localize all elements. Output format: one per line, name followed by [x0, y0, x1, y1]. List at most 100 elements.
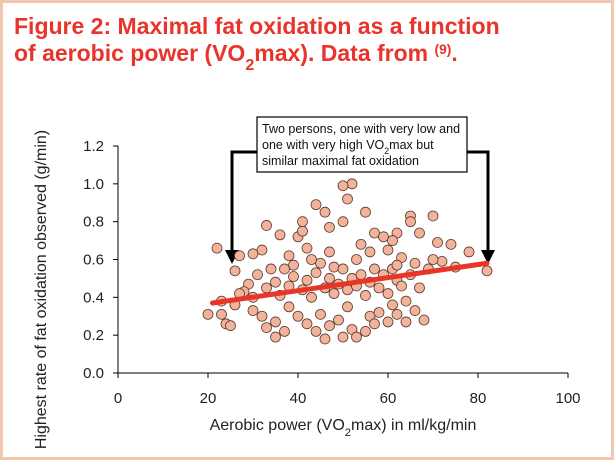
data-point	[288, 271, 299, 282]
text-segment: Two persons, one with very low and	[262, 122, 460, 136]
y-tick-label: 0.0	[83, 365, 104, 382]
data-point	[319, 333, 331, 345]
annotation-text: Two persons, one with very low and	[262, 122, 460, 136]
data-point	[382, 288, 394, 299]
data-point	[283, 301, 295, 313]
data-point	[409, 257, 421, 269]
data-point	[270, 316, 281, 328]
data-point	[229, 265, 241, 277]
data-point	[364, 246, 376, 258]
data-point	[252, 269, 263, 281]
data-point	[301, 274, 313, 286]
data-point	[324, 320, 335, 332]
data-point	[409, 305, 421, 316]
data-point	[360, 290, 371, 301]
y-tick-label: 1.0	[83, 176, 104, 193]
data-point	[234, 250, 245, 262]
data-point	[297, 216, 308, 228]
data-point	[351, 254, 362, 265]
data-point	[315, 257, 326, 269]
data-point	[342, 193, 353, 205]
data-point	[382, 316, 394, 328]
text-segment: of aerobic power (VO	[14, 40, 245, 66]
data-point	[360, 206, 371, 218]
text-segment: max but	[389, 138, 434, 152]
data-point	[319, 206, 331, 218]
data-point	[256, 244, 268, 256]
data-point	[351, 331, 362, 343]
data-point	[301, 242, 313, 254]
chart-title: Figure 2: Maximal fat oxidation as a fun…	[14, 13, 500, 39]
data-point	[391, 308, 403, 320]
data-point	[315, 308, 326, 320]
data-point	[436, 255, 448, 267]
text-segment: max). Data from	[254, 40, 434, 66]
data-point	[337, 263, 349, 275]
y-tick-label: 0.6	[83, 252, 104, 269]
annotation-box	[256, 116, 468, 173]
text-segment: one with very high VO	[262, 138, 385, 152]
data-point	[301, 318, 313, 330]
text-segment: 2	[384, 146, 389, 156]
data-point	[337, 216, 349, 228]
text-segment: max) in ml/kg/min	[351, 417, 476, 434]
data-point	[427, 210, 439, 222]
x-tick-label: 100	[555, 390, 580, 407]
data-point	[355, 238, 367, 250]
data-point	[261, 220, 272, 231]
data-point	[414, 282, 425, 294]
data-point	[216, 308, 227, 320]
data-point	[333, 314, 344, 326]
data-point	[400, 316, 412, 328]
data-point	[427, 254, 439, 265]
data-point	[418, 314, 430, 326]
data-point	[481, 265, 493, 277]
data-point	[387, 235, 398, 246]
data-point	[256, 310, 268, 322]
data-point	[387, 299, 398, 311]
data-point	[288, 259, 299, 271]
data-point	[225, 320, 236, 332]
y-tick-label: 0.2	[83, 327, 104, 344]
data-point	[297, 225, 308, 237]
data-point	[369, 227, 380, 239]
data-point	[373, 282, 385, 294]
data-point	[270, 276, 281, 288]
data-point	[306, 254, 317, 265]
data-point	[337, 331, 349, 343]
data-point	[328, 288, 340, 299]
data-point	[247, 248, 259, 260]
x-axis-label: Aerobic power (VO2max) in ml/kg/min	[210, 417, 477, 439]
chart-title: of aerobic power (VO2max). Data from (9)…	[14, 40, 458, 74]
data-point	[400, 295, 412, 307]
annotation-text: one with very high VO2max but	[262, 138, 434, 156]
data-point	[279, 263, 290, 275]
data-point	[324, 221, 335, 233]
data-point	[324, 273, 335, 284]
data-point	[270, 331, 281, 343]
data-point	[310, 325, 322, 337]
data-point	[396, 280, 407, 292]
data-point	[279, 325, 290, 337]
data-point	[328, 261, 340, 273]
text-segment: .	[451, 40, 457, 66]
data-point	[342, 301, 353, 313]
data-point	[369, 263, 380, 275]
x-tick-label: 20	[200, 390, 217, 407]
data-point	[337, 180, 349, 192]
data-point	[360, 325, 371, 337]
text-segment: 2	[245, 56, 254, 74]
data-point	[265, 263, 277, 275]
data-point	[306, 291, 317, 303]
y-tick-label: 0.8	[83, 214, 104, 231]
data-point	[373, 307, 385, 318]
data-point	[382, 244, 394, 256]
annotation-arrow	[230, 150, 257, 252]
y-tick-label: 0.4	[83, 289, 104, 306]
y-tick-label: 1.2	[83, 138, 104, 155]
text-segment: 2	[345, 427, 351, 439]
y-axis-label: Highest rate of fat oxidation observed (…	[33, 130, 50, 449]
text-segment: (9)	[435, 42, 452, 57]
text-segment: Aerobic power (VO	[210, 417, 345, 434]
data-point	[391, 259, 403, 271]
